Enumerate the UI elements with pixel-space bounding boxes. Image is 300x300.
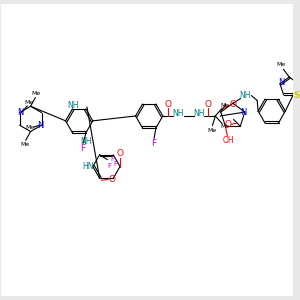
Text: S: S — [294, 91, 300, 100]
Text: NH: NH — [172, 109, 184, 118]
Text: F: F — [80, 144, 86, 153]
Text: NH: NH — [81, 137, 92, 146]
Text: NH: NH — [193, 109, 205, 118]
Text: O: O — [109, 175, 116, 184]
Text: Me: Me — [32, 91, 41, 96]
Text: O: O — [224, 120, 231, 129]
Text: O: O — [116, 149, 124, 158]
Text: Me: Me — [25, 100, 34, 105]
Text: N: N — [278, 78, 284, 87]
Text: OH: OH — [223, 136, 234, 145]
Text: N: N — [240, 108, 246, 117]
Text: Me: Me — [220, 124, 230, 129]
Text: Me: Me — [20, 142, 29, 147]
Text: Me: Me — [277, 62, 286, 67]
Text: F: F — [110, 156, 114, 162]
Text: O: O — [204, 100, 211, 109]
Text: F: F — [107, 164, 111, 169]
Text: N: N — [38, 121, 44, 130]
Text: F: F — [113, 161, 117, 167]
Text: Me: Me — [25, 124, 34, 130]
Text: Me: Me — [208, 128, 217, 133]
Text: NH: NH — [68, 100, 79, 109]
Text: O: O — [230, 100, 237, 109]
Text: F: F — [152, 139, 157, 148]
Text: NH: NH — [240, 91, 251, 100]
Text: Me: Me — [220, 103, 230, 108]
Text: N: N — [17, 108, 24, 117]
Text: O: O — [164, 100, 171, 109]
Text: HN: HN — [82, 162, 94, 171]
